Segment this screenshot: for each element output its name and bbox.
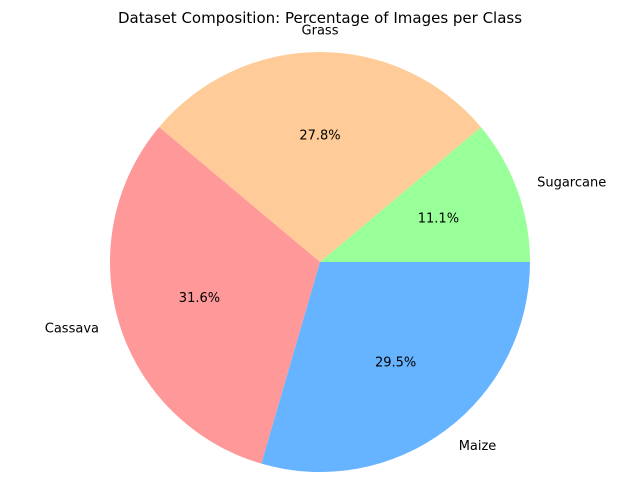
pie-value-label-grass: 27.8% [299, 129, 340, 144]
pie-slice-maize [261, 262, 530, 473]
pie-label-sugarcane: Sugarcane [537, 176, 606, 191]
pie-slice-grass [159, 52, 481, 263]
pie-slice-cassava [109, 127, 320, 464]
pie-label-grass: Grass [302, 24, 339, 39]
pie-slices [109, 52, 530, 473]
pie-value-label-maize: 29.5% [375, 355, 416, 370]
pie-slice-sugarcane [320, 127, 530, 262]
pie-value-label-cassava: 31.6% [179, 291, 220, 306]
pie-labels: Sugarcane 11.1% Grass 27.8% Cassava 31.6% Maiz… [45, 24, 606, 455]
pie-value-label-sugarcane: 11.1% [418, 211, 459, 226]
pie-label-maize: Maize [459, 439, 497, 454]
pie-label-cassava: Cassava [45, 322, 99, 337]
chart-title: Dataset Composition: Percentage of Image… [118, 9, 522, 27]
